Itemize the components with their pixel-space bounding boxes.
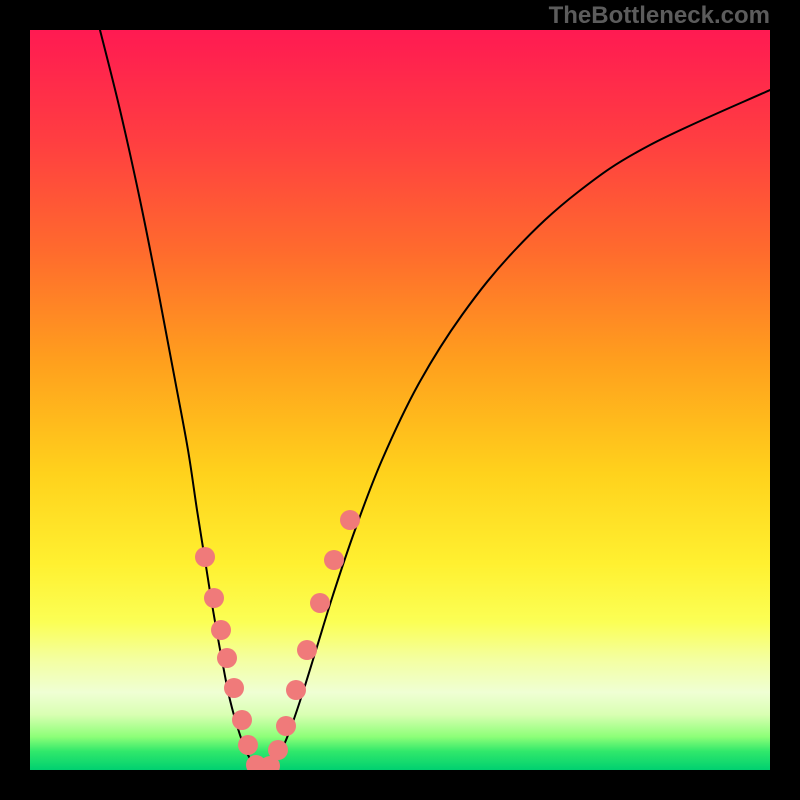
chart-canvas: TheBottleneck.com	[0, 0, 800, 800]
marker-point	[211, 620, 231, 640]
marker-point	[286, 680, 306, 700]
marker-point	[195, 547, 215, 567]
marker-point	[310, 593, 330, 613]
marker-point	[340, 510, 360, 530]
marker-point	[238, 735, 258, 755]
marker-point	[232, 710, 252, 730]
marker-point	[276, 716, 296, 736]
marker-point	[217, 648, 237, 668]
v-curve-chart	[30, 30, 770, 770]
watermark-label: TheBottleneck.com	[549, 2, 770, 30]
marker-point	[268, 740, 288, 760]
marker-point	[297, 640, 317, 660]
marker-point	[224, 678, 244, 698]
marker-point	[324, 550, 344, 570]
plot-area	[30, 30, 770, 770]
marker-point	[204, 588, 224, 608]
